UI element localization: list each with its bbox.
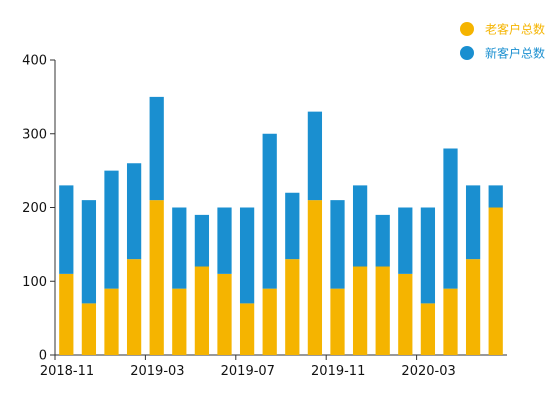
bar-segment-series-1[interactable] bbox=[149, 96, 164, 201]
bar-segment-series-1[interactable] bbox=[398, 207, 413, 274]
bar-segment-series-1[interactable] bbox=[104, 170, 119, 289]
bar-segment-series-0[interactable] bbox=[81, 303, 97, 356]
bar-segment-series-1[interactable] bbox=[352, 185, 368, 267]
bar-segment-series-1[interactable] bbox=[488, 185, 503, 208]
bar-segment-series-0[interactable] bbox=[307, 200, 323, 356]
bar-segment-series-1[interactable] bbox=[420, 207, 436, 304]
bar-segment-series-0[interactable] bbox=[285, 259, 300, 356]
bar-segment-series-1[interactable] bbox=[126, 163, 142, 260]
bar-segment-series-1[interactable] bbox=[217, 207, 232, 274]
legend-marker[interactable] bbox=[460, 22, 474, 36]
x-tick-label: 2019-07 bbox=[221, 364, 275, 379]
bar-segment-series-1[interactable] bbox=[59, 185, 74, 274]
bar-segment-series-0[interactable] bbox=[239, 303, 255, 356]
bar-segment-series-0[interactable] bbox=[126, 259, 142, 356]
bar-segment-series-1[interactable] bbox=[194, 214, 210, 267]
bar-segment-series-0[interactable] bbox=[488, 207, 503, 356]
bar-segment-series-1[interactable] bbox=[443, 148, 458, 289]
bar-segment-series-0[interactable] bbox=[443, 288, 458, 356]
bar-segment-series-1[interactable] bbox=[81, 200, 97, 304]
bar-segment-series-1[interactable] bbox=[330, 200, 345, 289]
bar-segment-series-1[interactable] bbox=[262, 133, 277, 289]
bar-segment-series-1[interactable] bbox=[285, 192, 300, 260]
x-tick-label: 2019-03 bbox=[130, 364, 184, 379]
bar-segment-series-1[interactable] bbox=[172, 207, 187, 289]
y-tick-label: 200 bbox=[22, 201, 47, 216]
bar-segment-series-0[interactable] bbox=[172, 288, 187, 356]
bar-segment-series-0[interactable] bbox=[398, 273, 413, 356]
x-tick-label: 2020-03 bbox=[401, 364, 455, 379]
bar-segment-series-0[interactable] bbox=[375, 266, 390, 356]
legend-label[interactable]: 老客户总数 bbox=[485, 22, 545, 37]
bar-segment-series-1[interactable] bbox=[307, 111, 323, 201]
bar-segment-series-1[interactable] bbox=[465, 185, 481, 260]
bar-segment-series-0[interactable] bbox=[217, 273, 232, 356]
y-tick-label: 100 bbox=[22, 275, 47, 290]
y-tick-label: 300 bbox=[22, 127, 47, 142]
y-tick-label: 400 bbox=[22, 54, 47, 69]
y-axis: 0 100 200 300 400 bbox=[22, 54, 56, 364]
bar-segment-series-0[interactable] bbox=[465, 259, 481, 356]
legend-marker[interactable] bbox=[460, 46, 474, 60]
bar-segment-series-0[interactable] bbox=[330, 288, 345, 356]
bar-segment-series-0[interactable] bbox=[194, 266, 210, 356]
bar-segment-series-0[interactable] bbox=[420, 303, 436, 356]
y-tick-label: 0 bbox=[39, 349, 47, 364]
bar-segment-series-0[interactable] bbox=[104, 288, 119, 356]
bar-segment-series-1[interactable] bbox=[375, 214, 390, 267]
legend-label[interactable]: 新客户总数 bbox=[485, 46, 545, 61]
bar-segment-series-1[interactable] bbox=[239, 207, 255, 304]
x-axis: 2018-11 2019-03 2019-07 2019-11 2020-03 bbox=[40, 354, 507, 379]
bar-segment-series-0[interactable] bbox=[59, 273, 74, 356]
bar-segment-series-0[interactable] bbox=[262, 288, 277, 356]
x-tick-label: 2018-11 bbox=[40, 364, 94, 379]
x-tick-label: 2019-11 bbox=[311, 364, 365, 379]
bar-segment-series-0[interactable] bbox=[352, 266, 368, 356]
bars bbox=[59, 96, 503, 356]
bar-segment-series-0[interactable] bbox=[149, 200, 164, 356]
